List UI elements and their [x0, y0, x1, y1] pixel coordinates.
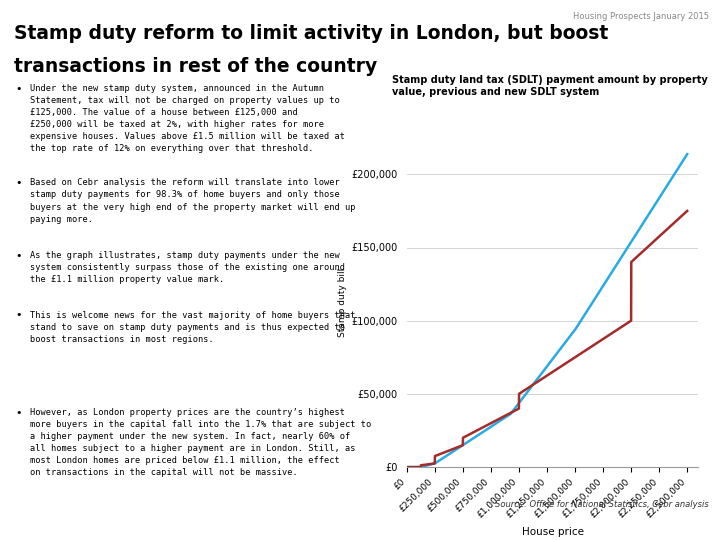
Text: •: •	[16, 310, 22, 321]
Text: transactions in rest of the country: transactions in rest of the country	[14, 57, 378, 76]
Text: Housing Prospects January 2015: Housing Prospects January 2015	[573, 12, 709, 21]
Text: Under the new stamp duty system, announced in the Autumn
Statement, tax will not: Under the new stamp duty system, announc…	[30, 84, 346, 153]
Text: value, previous and new SDLT system: value, previous and new SDLT system	[392, 87, 600, 98]
Y-axis label: Stamp duty bill: Stamp duty bill	[338, 268, 347, 337]
Text: Stamp duty reform to limit activity in London, but boost: Stamp duty reform to limit activity in L…	[14, 24, 608, 43]
Text: Cebr: Cebr	[665, 517, 713, 535]
Text: As the graph illustrates, stamp duty payments under the new
system consistently : As the graph illustrates, stamp duty pay…	[30, 251, 346, 285]
Text: © Centre for Economics and Business Research, 2015: © Centre for Economics and Business Rese…	[274, 522, 501, 530]
Text: •: •	[16, 251, 22, 261]
X-axis label: House price: House price	[521, 526, 584, 537]
Text: •: •	[16, 408, 22, 418]
Text: Based on Cebr analysis the reform will translate into lower
stamp duty payments : Based on Cebr analysis the reform will t…	[30, 178, 356, 224]
Text: •: •	[16, 178, 22, 188]
Text: Source: Office for National Statistics, Cebr analysis: Source: Office for National Statistics, …	[495, 500, 709, 509]
Text: Prospects: Prospects	[31, 521, 89, 531]
Text: •: •	[16, 84, 22, 94]
Text: 12: 12	[606, 519, 623, 533]
Text: Stamp duty land tax (SDLT) payment amount by property: Stamp duty land tax (SDLT) payment amoun…	[392, 75, 708, 85]
Text: The: The	[9, 522, 28, 530]
Text: However, as London property prices are the country’s highest
more buyers in the : However, as London property prices are t…	[30, 408, 372, 477]
Text: Service: Service	[81, 522, 114, 530]
Text: This is welcome news for the vast majority of home buyers that
stand to save on : This is welcome news for the vast majori…	[30, 310, 356, 344]
